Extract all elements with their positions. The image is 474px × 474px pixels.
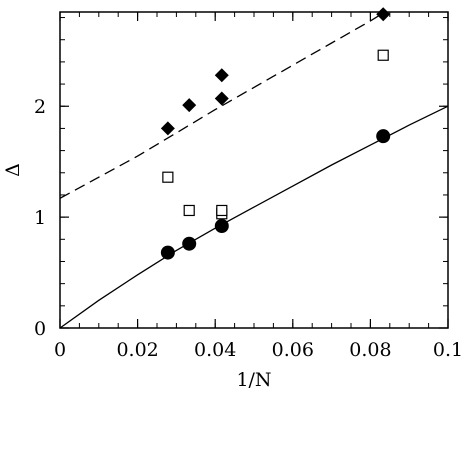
circle-point bbox=[376, 129, 391, 144]
x-axis-title: 1/N bbox=[236, 369, 271, 391]
y-axis-title: Δ bbox=[2, 163, 24, 177]
data-points bbox=[160, 7, 391, 260]
y-tick-label: 2 bbox=[34, 96, 46, 118]
circle-point bbox=[214, 218, 229, 233]
circle-point bbox=[160, 245, 175, 260]
diamond-point bbox=[214, 91, 229, 106]
x-tick-label: 0.06 bbox=[272, 339, 314, 361]
diamond-point bbox=[214, 68, 229, 83]
circle-point bbox=[182, 236, 197, 251]
x-tick-label: 0.04 bbox=[194, 339, 236, 361]
plot-frame bbox=[59, 11, 449, 329]
x-tick-label: 0.1 bbox=[433, 339, 463, 361]
square-point bbox=[183, 204, 195, 217]
axis-ticks bbox=[59, 12, 449, 329]
y-tick-label: 1 bbox=[34, 207, 46, 229]
fit-curve-dashed bbox=[60, 12, 384, 199]
square-point bbox=[377, 49, 389, 61]
tick-labels: 0 0.02 0.04 0.06 0.08 0.1 0 1 2 bbox=[34, 96, 463, 361]
diamond-point bbox=[376, 7, 391, 22]
diamond-point bbox=[182, 98, 197, 113]
diamond-point bbox=[160, 121, 175, 136]
square-point bbox=[216, 204, 228, 217]
x-tick-label: 0 bbox=[54, 339, 66, 361]
x-tick-label: 0.08 bbox=[349, 339, 391, 361]
x-tick-label: 0.02 bbox=[116, 339, 158, 361]
fit-curves bbox=[60, 12, 448, 328]
square-point bbox=[162, 171, 174, 183]
fit-curve-solid bbox=[60, 105, 448, 328]
y-tick-label: 0 bbox=[34, 318, 46, 340]
